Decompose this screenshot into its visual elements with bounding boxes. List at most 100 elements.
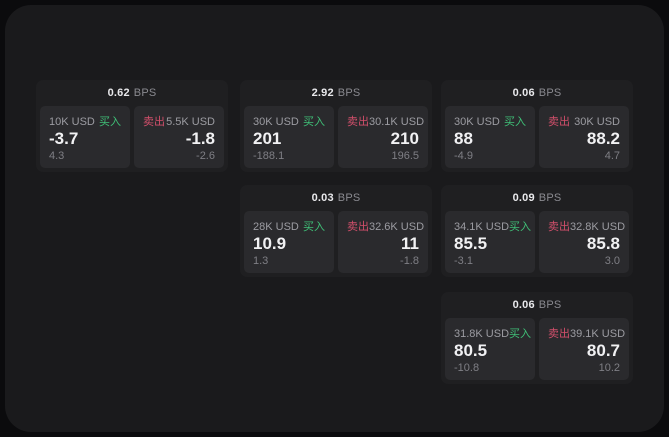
buy-price: 80.5 <box>454 341 488 361</box>
quote-card-2[interactable]: 2.92 BPS 30K USD 买入 201 -188.1 卖出 30.1K … <box>240 80 432 172</box>
bps-unit: BPS <box>337 87 361 99</box>
buy-notional: 34.1K USD <box>454 221 510 233</box>
bps-value: 0.06 <box>512 299 535 311</box>
buy-delta: -10.8 <box>454 362 480 374</box>
sell-label: 卖出 <box>347 221 369 233</box>
sell-label: 卖出 <box>548 328 570 340</box>
card-body: 30K USD 买入 201 -188.1 卖出 30.1K USD 210 1… <box>240 106 432 172</box>
buy-notional: 31.8K USD <box>454 328 510 340</box>
buy-notional: 30K USD <box>454 116 500 128</box>
bps-unit: BPS <box>133 87 157 99</box>
bps-value: 2.92 <box>311 87 334 99</box>
bps-value: 0.09 <box>512 192 535 204</box>
sell-delta: 196.5 <box>391 150 419 162</box>
sell-notional: 5.5K USD <box>166 116 215 128</box>
buy-panel[interactable]: 31.8K USD 买入 80.5 -10.8 <box>445 318 535 380</box>
quote-card-3[interactable]: 0.06 BPS 30K USD 买入 88 -4.9 卖出 30K USD 8… <box>441 80 633 172</box>
buy-panel[interactable]: 34.1K USD 买入 85.5 -3.1 <box>445 211 535 273</box>
bps-value: 0.06 <box>512 87 535 99</box>
buy-label: 买入 <box>504 116 526 128</box>
buy-panel[interactable]: 30K USD 买入 88 -4.9 <box>445 106 535 168</box>
main-panel: 0.62 BPS 10K USD 买入 -3.7 4.3 卖出 5.5K USD… <box>5 5 664 432</box>
buy-notional: 28K USD <box>253 221 299 233</box>
sell-panel[interactable]: 卖出 30.1K USD 210 196.5 <box>338 106 428 168</box>
sell-price: 85.8 <box>586 234 620 254</box>
card-body: 10K USD 买入 -3.7 4.3 卖出 5.5K USD -1.8 -2.… <box>36 106 228 172</box>
sell-panel[interactable]: 卖出 32.8K USD 85.8 3.0 <box>539 211 629 273</box>
quote-card-6[interactable]: 0.06 BPS 31.8K USD 买入 80.5 -10.8 卖出 39.1… <box>441 292 633 384</box>
bps-unit: BPS <box>337 192 361 204</box>
bps-unit: BPS <box>538 299 562 311</box>
sell-top-row: 卖出 5.5K USD <box>143 113 215 129</box>
card-header: 0.06 BPS <box>441 80 633 106</box>
card-body: 31.8K USD 买入 80.5 -10.8 卖出 39.1K USD 80.… <box>441 318 633 384</box>
card-header: 0.09 BPS <box>441 185 633 211</box>
buy-label: 买入 <box>509 328 532 340</box>
buy-top-row: 30K USD 买入 <box>253 113 325 129</box>
buy-price: -3.7 <box>49 129 79 149</box>
sell-delta: 3.0 <box>604 255 620 267</box>
sell-top-row: 卖出 30K USD <box>548 113 620 129</box>
card-body: 28K USD 买入 10.9 1.3 卖出 32.6K USD 11 -1.8 <box>240 211 432 277</box>
card-body: 30K USD 买入 88 -4.9 卖出 30K USD 88.2 4.7 <box>441 106 633 172</box>
sell-label: 卖出 <box>347 116 369 128</box>
buy-notional: 10K USD <box>49 116 95 128</box>
sell-delta: 4.7 <box>604 150 620 162</box>
sell-notional: 39.1K USD <box>570 328 626 340</box>
sell-top-row: 卖出 30.1K USD <box>347 113 424 129</box>
buy-label: 买入 <box>99 116 121 128</box>
buy-panel[interactable]: 28K USD 买入 10.9 1.3 <box>244 211 334 273</box>
buy-label: 买入 <box>509 221 532 233</box>
card-header: 0.06 BPS <box>441 292 633 318</box>
sell-price: 80.7 <box>586 341 620 361</box>
bps-value: 0.62 <box>107 87 130 99</box>
sell-price: -1.8 <box>185 129 215 149</box>
sell-label: 卖出 <box>548 116 570 128</box>
buy-top-row: 28K USD 买入 <box>253 218 325 234</box>
sell-top-row: 卖出 39.1K USD <box>548 325 625 341</box>
sell-price: 11 <box>401 234 419 254</box>
sell-notional: 32.6K USD <box>369 221 425 233</box>
sell-top-row: 卖出 32.6K USD <box>347 218 424 234</box>
buy-delta: 4.3 <box>49 150 65 162</box>
buy-delta: 1.3 <box>253 255 269 267</box>
sell-panel[interactable]: 卖出 5.5K USD -1.8 -2.6 <box>134 106 224 168</box>
buy-top-row: 31.8K USD 买入 <box>454 325 531 341</box>
buy-delta: -4.9 <box>454 150 473 162</box>
buy-label: 买入 <box>303 116 325 128</box>
card-header: 0.62 BPS <box>36 80 228 106</box>
sell-notional: 30K USD <box>574 116 620 128</box>
buy-price: 88 <box>454 129 473 149</box>
sell-delta: 10.2 <box>598 362 620 374</box>
sell-notional: 30.1K USD <box>369 116 425 128</box>
bps-unit: BPS <box>538 87 562 99</box>
buy-delta: -3.1 <box>454 255 473 267</box>
quote-card-1[interactable]: 0.62 BPS 10K USD 买入 -3.7 4.3 卖出 5.5K USD… <box>36 80 228 172</box>
sell-delta: -1.8 <box>400 255 419 267</box>
buy-panel[interactable]: 10K USD 买入 -3.7 4.3 <box>40 106 130 168</box>
card-body: 34.1K USD 买入 85.5 -3.1 卖出 32.8K USD 85.8… <box>441 211 633 277</box>
card-header: 0.03 BPS <box>240 185 432 211</box>
card-header: 2.92 BPS <box>240 80 432 106</box>
bps-unit: BPS <box>538 192 562 204</box>
sell-notional: 32.8K USD <box>570 221 626 233</box>
buy-top-row: 30K USD 买入 <box>454 113 526 129</box>
buy-price: 85.5 <box>454 234 488 254</box>
buy-price: 201 <box>253 129 282 149</box>
sell-price: 88.2 <box>586 129 620 149</box>
buy-delta: -188.1 <box>253 150 285 162</box>
sell-panel[interactable]: 卖出 32.6K USD 11 -1.8 <box>338 211 428 273</box>
buy-notional: 30K USD <box>253 116 299 128</box>
buy-panel[interactable]: 30K USD 买入 201 -188.1 <box>244 106 334 168</box>
sell-panel[interactable]: 卖出 30K USD 88.2 4.7 <box>539 106 629 168</box>
quote-card-4[interactable]: 0.03 BPS 28K USD 买入 10.9 1.3 卖出 32.6K US… <box>240 185 432 277</box>
buy-top-row: 10K USD 买入 <box>49 113 121 129</box>
sell-panel[interactable]: 卖出 39.1K USD 80.7 10.2 <box>539 318 629 380</box>
quote-card-5[interactable]: 0.09 BPS 34.1K USD 买入 85.5 -3.1 卖出 32.8K… <box>441 185 633 277</box>
sell-label: 卖出 <box>143 116 165 128</box>
buy-price: 10.9 <box>253 234 287 254</box>
sell-label: 卖出 <box>548 221 570 233</box>
buy-top-row: 34.1K USD 买入 <box>454 218 531 234</box>
buy-label: 买入 <box>303 221 325 233</box>
